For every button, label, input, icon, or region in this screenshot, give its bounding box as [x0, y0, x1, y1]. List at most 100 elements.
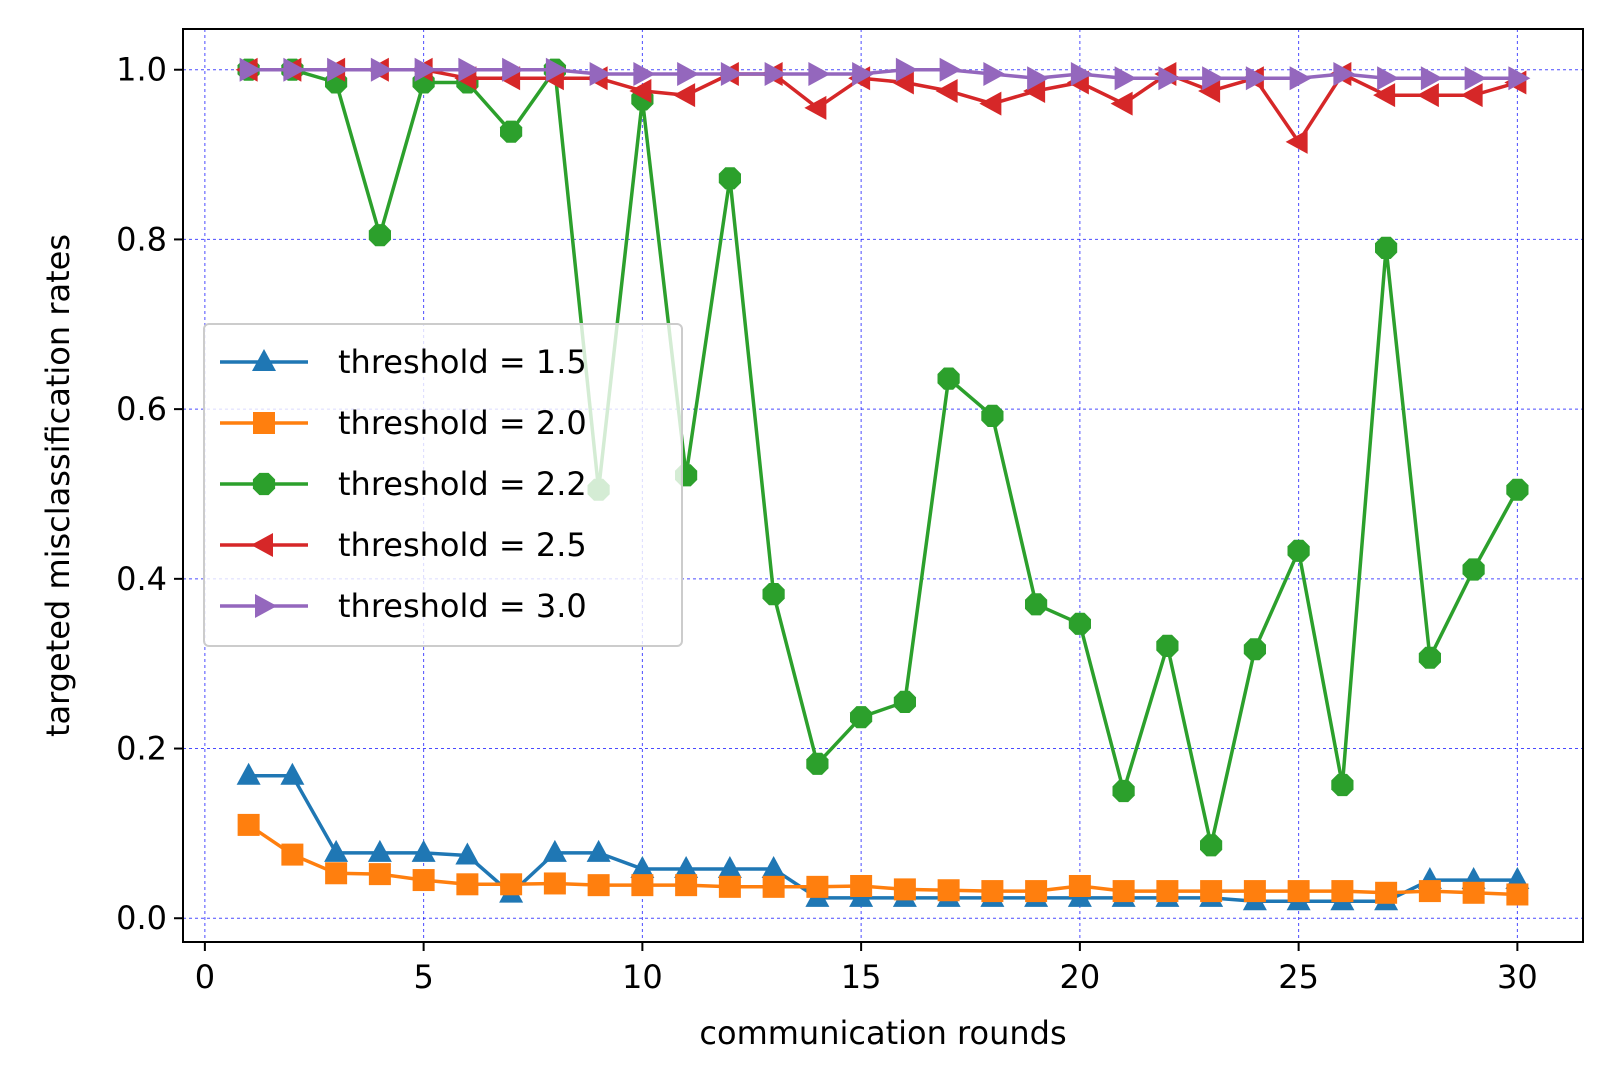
legend-box [203, 323, 683, 647]
data-point [806, 875, 829, 898]
legend-entry: threshold = 3.0 [220, 587, 587, 625]
data-point [631, 874, 654, 897]
data-point [1462, 558, 1485, 581]
x-tick-label: 20 [1060, 958, 1101, 996]
x-tick-label: 30 [1497, 958, 1538, 996]
data-point [283, 57, 306, 82]
legend-marker [253, 412, 275, 434]
data-point [1506, 883, 1529, 906]
data-point [1025, 880, 1048, 903]
data-point [1198, 78, 1221, 103]
data-point [543, 872, 566, 895]
data-point [586, 839, 611, 862]
data-point [1287, 539, 1310, 562]
data-point [368, 863, 391, 886]
legend-label: threshold = 3.0 [338, 587, 587, 625]
data-point [804, 95, 827, 120]
data-point [981, 404, 1004, 427]
data-point [1023, 78, 1046, 103]
data-point [1373, 83, 1396, 108]
x-tick-label: 10 [622, 958, 663, 996]
data-point [850, 706, 873, 729]
data-point [1110, 91, 1133, 116]
data-point [718, 875, 741, 898]
data-point [1377, 66, 1400, 91]
data-point [1243, 638, 1266, 661]
data-point [718, 167, 741, 190]
y-tick-label: 0.8 [116, 220, 167, 258]
data-point [324, 839, 349, 862]
data-point [630, 856, 655, 879]
data-point [1245, 66, 1268, 91]
data-point [1200, 880, 1223, 903]
data-point [850, 874, 873, 897]
data-point [1025, 593, 1048, 616]
data-point [1112, 880, 1135, 903]
data-point [455, 842, 480, 865]
legend-entry: threshold = 2.5 [220, 526, 587, 564]
data-point [1460, 83, 1483, 108]
data-point [1285, 129, 1308, 154]
data-point [852, 61, 875, 86]
data-point [1331, 773, 1354, 797]
data-point [891, 70, 914, 95]
data-point [368, 224, 391, 247]
data-point [808, 61, 831, 86]
data-point [545, 57, 568, 82]
data-point [893, 690, 916, 713]
data-point [502, 57, 525, 82]
data-point [983, 61, 1006, 86]
data-point [280, 762, 305, 785]
data-point [935, 78, 958, 103]
data-point [1068, 612, 1091, 635]
x-axis-ticks: 0 5 10 15 20 25 30 [195, 942, 1538, 996]
data-point [677, 61, 700, 86]
data-point [806, 752, 829, 775]
y-tick-label: 0.2 [116, 730, 167, 768]
data-point [1202, 66, 1225, 91]
data-point [370, 57, 393, 82]
data-point [1375, 881, 1398, 904]
data-point [239, 57, 262, 82]
data-point [1416, 83, 1439, 108]
x-tick-label: 5 [413, 958, 433, 996]
data-point [587, 874, 610, 897]
data-point [1070, 61, 1093, 86]
y-tick-label: 0.0 [116, 899, 167, 937]
legend-entry: threshold = 1.5 [220, 343, 587, 381]
data-point [1462, 881, 1485, 904]
data-point [895, 57, 918, 82]
y-axis-label: targeted misclassification rates [39, 234, 77, 737]
data-point [458, 57, 481, 82]
series-2 [237, 813, 1529, 906]
data-point [633, 61, 656, 86]
legend-marker [252, 349, 276, 371]
legend-label: threshold = 2.0 [338, 404, 587, 442]
series-3 [237, 58, 1529, 857]
data-point [1331, 880, 1354, 903]
data-point [981, 880, 1004, 903]
data-point [1375, 236, 1398, 259]
legend-label: threshold = 1.5 [338, 343, 587, 381]
data-point [1420, 66, 1443, 91]
y-axis-ticks: 0.0 0.2 0.4 0.6 0.8 1.0 [116, 51, 183, 937]
data-point [236, 762, 261, 785]
data-point [1068, 874, 1091, 897]
legend-label: threshold = 2.5 [338, 526, 587, 564]
data-point [542, 839, 567, 862]
plot-frame [182, 28, 1584, 943]
data-point [674, 856, 699, 879]
data-point [1200, 834, 1223, 857]
legend-marker [255, 594, 277, 618]
data-point [717, 856, 742, 879]
y-tick-label: 0.4 [116, 560, 167, 598]
legend-entry: threshold = 2.0 [220, 404, 587, 442]
data-point [761, 856, 786, 879]
series-lines [235, 57, 1531, 911]
legend-marker [251, 533, 273, 557]
data-point [412, 869, 435, 892]
data-point [1289, 66, 1312, 91]
data-point [414, 57, 437, 82]
data-point [1158, 66, 1181, 91]
data-point [893, 878, 916, 901]
